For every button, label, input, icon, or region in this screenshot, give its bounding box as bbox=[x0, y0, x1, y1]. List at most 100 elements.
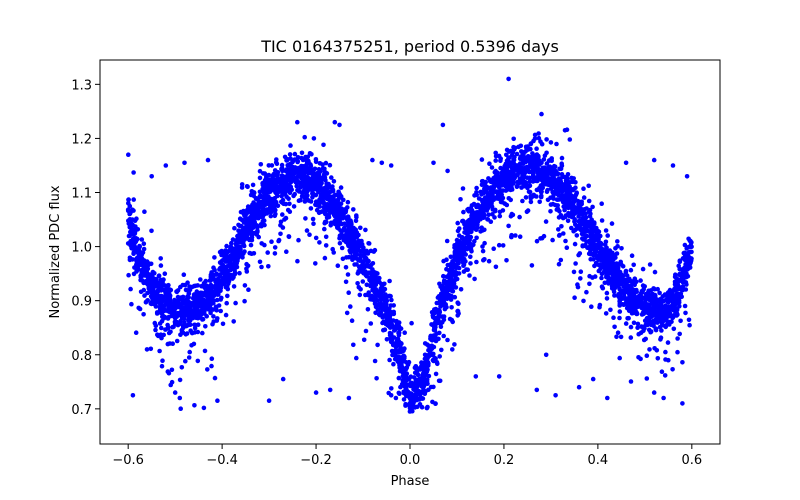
data-point bbox=[335, 263, 341, 269]
data-point bbox=[201, 303, 206, 309]
data-point bbox=[687, 238, 693, 243]
data-point bbox=[255, 224, 260, 230]
data-point bbox=[251, 216, 257, 221]
data-point bbox=[182, 160, 187, 166]
y-tick-label: 1.3 bbox=[71, 78, 92, 93]
data-point bbox=[126, 152, 131, 157]
data-point bbox=[306, 198, 312, 203]
data-point bbox=[186, 355, 192, 360]
data-point bbox=[496, 374, 502, 379]
data-point bbox=[142, 209, 147, 214]
data-point bbox=[529, 263, 535, 268]
data-point bbox=[353, 241, 359, 247]
data-point bbox=[232, 225, 237, 231]
data-point bbox=[165, 316, 171, 321]
data-point bbox=[128, 286, 133, 292]
data-point bbox=[337, 212, 343, 218]
data-point bbox=[514, 184, 520, 190]
data-point bbox=[511, 136, 516, 142]
data-point bbox=[627, 276, 632, 282]
data-point bbox=[642, 318, 648, 324]
data-point bbox=[676, 299, 681, 304]
data-point bbox=[575, 284, 581, 290]
data-point bbox=[179, 310, 185, 316]
data-point bbox=[590, 376, 596, 382]
data-point bbox=[366, 241, 371, 246]
data-point bbox=[127, 211, 132, 217]
data-point bbox=[398, 326, 404, 331]
data-point bbox=[672, 279, 678, 285]
data-point bbox=[358, 253, 363, 258]
data-point bbox=[581, 231, 586, 236]
data-point bbox=[203, 289, 208, 295]
data-point bbox=[644, 376, 650, 381]
data-point bbox=[481, 190, 486, 195]
data-point bbox=[469, 229, 474, 235]
data-point bbox=[250, 182, 256, 188]
data-point bbox=[197, 303, 203, 309]
data-point bbox=[139, 262, 144, 268]
data-point bbox=[361, 337, 367, 343]
data-point bbox=[358, 249, 364, 254]
data-point bbox=[458, 287, 464, 292]
data-point bbox=[548, 209, 553, 214]
data-point bbox=[436, 307, 441, 313]
data-point bbox=[377, 279, 382, 285]
data-point bbox=[358, 225, 363, 231]
data-point bbox=[404, 388, 410, 394]
data-point bbox=[519, 149, 524, 154]
data-point bbox=[153, 323, 159, 329]
data-point bbox=[231, 284, 237, 289]
data-point bbox=[635, 325, 640, 331]
data-point bbox=[578, 222, 584, 227]
data-point bbox=[267, 198, 272, 204]
data-point bbox=[322, 226, 327, 232]
data-point bbox=[179, 329, 185, 334]
data-point bbox=[269, 207, 274, 213]
data-point bbox=[160, 358, 165, 364]
data-point bbox=[480, 199, 485, 205]
x-tick-label: −0.2 bbox=[300, 453, 332, 468]
data-point bbox=[404, 371, 410, 376]
data-point bbox=[523, 159, 528, 165]
data-point bbox=[432, 355, 438, 361]
data-point bbox=[431, 160, 436, 166]
data-point bbox=[179, 315, 185, 321]
data-point bbox=[611, 315, 616, 321]
data-point bbox=[371, 298, 377, 303]
data-point bbox=[207, 300, 213, 305]
data-point bbox=[387, 357, 392, 363]
data-point bbox=[291, 204, 297, 209]
data-point bbox=[258, 162, 264, 167]
data-point bbox=[461, 209, 466, 215]
data-point bbox=[539, 111, 544, 117]
data-point bbox=[437, 378, 443, 384]
data-point bbox=[468, 241, 473, 247]
data-point bbox=[159, 335, 164, 341]
data-point bbox=[619, 289, 625, 295]
data-point bbox=[356, 285, 362, 290]
data-point bbox=[468, 261, 473, 266]
data-point bbox=[272, 199, 278, 205]
data-point bbox=[181, 272, 187, 278]
data-point bbox=[311, 221, 316, 226]
data-point bbox=[444, 284, 450, 289]
data-point bbox=[460, 186, 466, 191]
data-point bbox=[397, 391, 402, 397]
data-point bbox=[202, 285, 207, 291]
data-point bbox=[581, 186, 586, 191]
data-point bbox=[541, 157, 547, 162]
data-point bbox=[143, 300, 149, 305]
data-point bbox=[670, 163, 676, 168]
data-point bbox=[403, 366, 409, 372]
data-point bbox=[529, 160, 535, 166]
data-point bbox=[238, 209, 244, 215]
data-point bbox=[211, 273, 216, 278]
data-point bbox=[657, 324, 663, 330]
x-tick-label: −0.6 bbox=[112, 453, 144, 468]
data-point bbox=[149, 174, 154, 179]
data-point bbox=[275, 193, 280, 199]
data-point bbox=[474, 235, 479, 241]
data-point bbox=[328, 223, 334, 228]
